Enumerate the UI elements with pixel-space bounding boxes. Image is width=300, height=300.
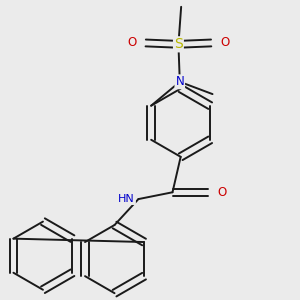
Text: O: O: [217, 186, 226, 199]
Text: N: N: [176, 75, 184, 88]
Text: S: S: [174, 37, 183, 51]
Text: HN: HN: [118, 194, 135, 204]
Text: O: O: [220, 37, 230, 50]
Text: O: O: [128, 37, 137, 50]
